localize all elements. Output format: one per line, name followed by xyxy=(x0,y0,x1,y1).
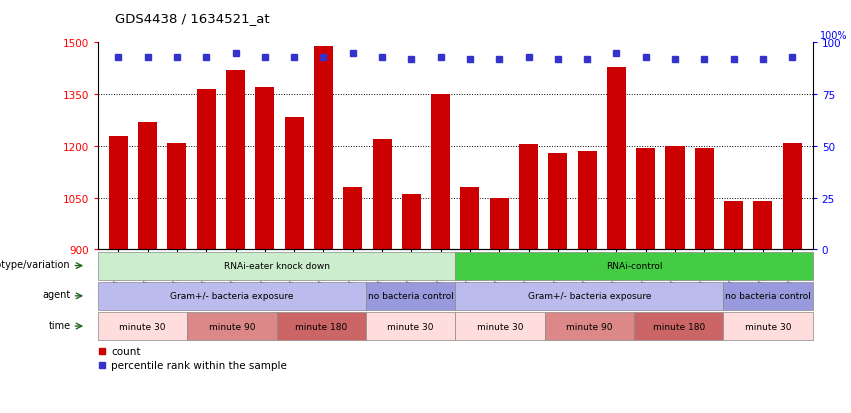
Text: minute 180: minute 180 xyxy=(653,322,705,331)
Bar xyxy=(255,88,274,250)
Bar xyxy=(578,152,597,250)
Text: GDS4438 / 1634521_at: GDS4438 / 1634521_at xyxy=(115,12,270,25)
Bar xyxy=(98,282,366,310)
Bar xyxy=(489,198,509,250)
Bar xyxy=(98,252,455,280)
Bar xyxy=(665,147,684,250)
Text: RNAi-eater knock down: RNAi-eater knock down xyxy=(224,261,329,271)
Bar xyxy=(723,312,813,340)
Bar xyxy=(431,95,450,250)
Text: minute 30: minute 30 xyxy=(477,322,523,331)
Text: minute 90: minute 90 xyxy=(566,322,613,331)
Bar xyxy=(187,312,277,340)
Bar xyxy=(314,47,333,250)
Bar xyxy=(138,123,157,250)
Bar xyxy=(753,202,773,250)
Bar xyxy=(284,117,304,250)
Bar xyxy=(460,188,479,250)
Bar xyxy=(783,143,802,250)
Text: genotype/variation: genotype/variation xyxy=(0,260,71,270)
Bar xyxy=(98,312,187,340)
Bar xyxy=(197,90,216,250)
Bar xyxy=(226,71,245,250)
Text: minute 180: minute 180 xyxy=(295,322,347,331)
Bar xyxy=(607,67,626,250)
Bar xyxy=(519,145,538,250)
Bar xyxy=(545,312,634,340)
Bar xyxy=(277,312,366,340)
Bar xyxy=(455,252,813,280)
Bar xyxy=(455,282,723,310)
Text: time: time xyxy=(49,320,71,330)
Text: percentile rank within the sample: percentile rank within the sample xyxy=(111,361,287,370)
Text: no bacteria control: no bacteria control xyxy=(368,292,454,301)
Bar xyxy=(366,312,455,340)
Bar xyxy=(634,312,723,340)
Text: minute 30: minute 30 xyxy=(745,322,791,331)
Bar xyxy=(109,136,128,250)
Bar xyxy=(168,143,186,250)
Bar xyxy=(637,148,655,250)
Bar xyxy=(402,195,421,250)
Text: RNAi-control: RNAi-control xyxy=(606,261,662,271)
Text: minute 90: minute 90 xyxy=(208,322,255,331)
Text: count: count xyxy=(111,347,140,356)
Text: Gram+/- bacteria exposure: Gram+/- bacteria exposure xyxy=(528,292,651,301)
Bar xyxy=(366,282,455,310)
Bar xyxy=(455,312,545,340)
Text: minute 30: minute 30 xyxy=(119,322,166,331)
Bar xyxy=(723,282,813,310)
Text: Gram+/- bacteria exposure: Gram+/- bacteria exposure xyxy=(170,292,294,301)
Bar xyxy=(373,140,391,250)
Text: 100%: 100% xyxy=(820,31,848,41)
Text: agent: agent xyxy=(43,290,71,300)
Text: minute 30: minute 30 xyxy=(387,322,434,331)
Text: no bacteria control: no bacteria control xyxy=(725,292,811,301)
Bar xyxy=(548,154,568,250)
Bar xyxy=(343,188,363,250)
Bar xyxy=(724,202,743,250)
Bar xyxy=(694,148,714,250)
